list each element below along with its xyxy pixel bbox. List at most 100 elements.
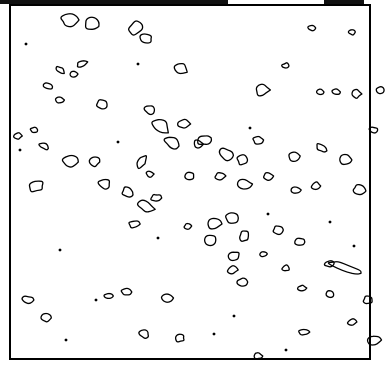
contour-blob (236, 154, 249, 166)
contour-blob (351, 88, 363, 99)
contour-blob (259, 251, 268, 258)
image-frame (9, 4, 371, 360)
contour-dot (58, 248, 62, 252)
contour-blob (13, 132, 23, 140)
contour-blob (272, 225, 284, 236)
contour-blob (352, 183, 367, 196)
top-edge-strip (0, 0, 228, 4)
contour-blob (174, 333, 185, 343)
contour-blob (136, 199, 156, 213)
contour-blob (38, 142, 49, 151)
contour-blob (54, 96, 66, 104)
contour-blob (177, 118, 192, 129)
contour-blob (84, 16, 100, 30)
contour-blob (103, 292, 114, 300)
contour-blob (184, 171, 195, 181)
contour-blob (121, 186, 134, 198)
contour-blob (128, 20, 144, 36)
contour-blob (197, 135, 213, 146)
contour-blob (323, 260, 335, 268)
contour-blob (120, 287, 133, 296)
contour-blob (60, 13, 80, 28)
contour-dot (248, 126, 252, 130)
contour-blob (76, 60, 89, 68)
contour-dot (116, 140, 120, 144)
contour-dot (352, 244, 356, 248)
contour-blob (227, 251, 240, 262)
contour-dot (284, 348, 288, 352)
contour-blob (95, 99, 108, 110)
contour-blob (21, 295, 35, 305)
contour-blob (325, 290, 335, 299)
contour-blob (281, 264, 290, 272)
contour-dot (266, 212, 270, 216)
contour-blob (255, 83, 272, 97)
contour-blob (160, 293, 175, 303)
contour-blob (55, 65, 65, 75)
contour-blob (207, 217, 223, 230)
contour-dot (136, 62, 140, 66)
contour-blob (214, 172, 227, 181)
contour-blob (307, 24, 317, 32)
contour-blob (327, 261, 362, 275)
contour-blob (252, 135, 265, 145)
contour-blob (225, 212, 239, 224)
contour-dot (328, 220, 332, 224)
contour-blob (143, 105, 156, 116)
contour-blob (296, 284, 308, 292)
contour-blob (136, 155, 148, 170)
contour-blob (375, 86, 385, 95)
contour-blob (145, 170, 155, 178)
contour-dot (94, 298, 98, 302)
contour-blob (29, 126, 39, 134)
contour-blob (163, 136, 180, 150)
contour-blob (316, 143, 328, 153)
contour-blob (290, 186, 302, 194)
contour-dot (212, 332, 216, 336)
contour-blob (139, 33, 152, 44)
contour-blob (128, 220, 141, 229)
contour-blob (69, 70, 79, 78)
contour-blob (61, 154, 79, 168)
contour-blob (183, 222, 193, 230)
contour-blob (173, 62, 188, 75)
contour-blob (347, 29, 356, 36)
contour-blob (281, 62, 290, 69)
top-edge-strip-right (324, 0, 364, 4)
contour-blob (346, 318, 358, 326)
contour-dot (18, 148, 22, 152)
contour-dot (156, 236, 160, 240)
contour-dot (24, 42, 28, 46)
contour-blob (151, 118, 169, 134)
contour-blob (288, 151, 301, 163)
contour-blob (97, 178, 111, 190)
contour-blob (253, 352, 264, 360)
contour-blob (362, 295, 373, 305)
contour-blob (203, 234, 217, 247)
contour-blob (236, 178, 254, 190)
contour-blob (40, 312, 52, 323)
contour-blob (226, 265, 239, 275)
contour-blob (294, 237, 306, 246)
contour-blob (298, 328, 311, 336)
contour-blob (315, 88, 325, 96)
contour-dot (232, 314, 236, 318)
contour-blob (42, 82, 54, 90)
contour-blob (138, 329, 149, 339)
contour-blob (28, 180, 44, 193)
contour-blob (366, 335, 383, 346)
contour-blob (310, 181, 322, 191)
contour-blob (88, 156, 101, 168)
contour-blob (218, 147, 235, 162)
contour-blob (236, 277, 249, 287)
contour-blob (331, 88, 342, 95)
contour-dot (64, 338, 68, 342)
contour-blob (262, 171, 275, 181)
contour-blob (193, 139, 205, 149)
contour-blob (150, 193, 163, 202)
contour-blob (368, 126, 379, 134)
contour-blob (339, 153, 353, 166)
contour-blob (239, 230, 250, 242)
